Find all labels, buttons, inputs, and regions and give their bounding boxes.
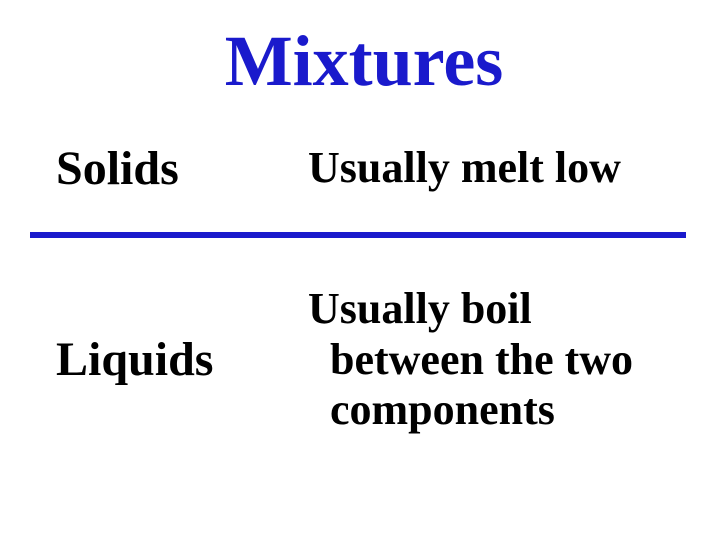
slide-title: Mixtures bbox=[48, 20, 680, 103]
row-liquids: Liquids Usually boil between the two com… bbox=[48, 284, 680, 436]
label-liquids: Liquids bbox=[48, 284, 308, 387]
row-solids: Solids Usually melt low bbox=[48, 141, 680, 196]
desc-liquids: Usually boil between the two components bbox=[308, 284, 680, 436]
label-solids: Solids bbox=[48, 141, 308, 196]
desc-solids: Usually melt low bbox=[308, 141, 680, 194]
divider-line bbox=[30, 232, 686, 238]
slide: Mixtures Solids Usually melt low Liquids… bbox=[0, 0, 720, 540]
